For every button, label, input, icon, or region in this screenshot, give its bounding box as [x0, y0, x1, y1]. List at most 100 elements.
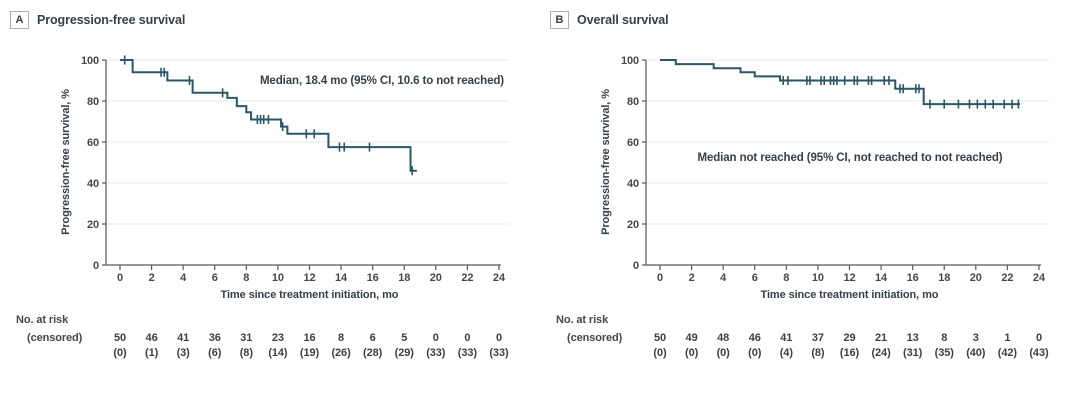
x-tick-label: 16 [907, 272, 919, 284]
median-annotation: Median not reached (95% CI, not reached … [697, 152, 1002, 164]
at-risk-value: 37 [812, 332, 824, 344]
censored-value: (6) [208, 347, 222, 359]
censored-value: (29) [395, 347, 415, 359]
y-tick-label: 60 [87, 137, 99, 149]
censored-table-label: (censored) [567, 332, 623, 344]
at-risk-value: 13 [907, 332, 919, 344]
x-tick-label: 8 [243, 272, 249, 284]
at-risk-value: 8 [338, 332, 344, 344]
censored-value: (14) [268, 347, 288, 359]
panel-overall-survival: B Overall survival 0 20 40 60 80 100 0 2 4 6 8 10 12… [540, 0, 1080, 400]
panel-a-header: A Progression-free survival [10, 11, 185, 29]
y-tick-label: 40 [627, 178, 639, 190]
risk-table-label: No. at risk [556, 314, 609, 326]
panel-b-header: B Overall survival [550, 11, 669, 29]
x-tick-label: 22 [1001, 272, 1013, 284]
at-risk-value: 6 [370, 332, 376, 344]
km-curve [660, 59, 1021, 106]
censored-value: (8) [811, 347, 825, 359]
y-tick-label: 20 [627, 219, 639, 231]
x-tick-label: 20 [970, 272, 982, 284]
km-curve [120, 59, 417, 172]
at-risk-value: 31 [240, 332, 252, 344]
at-risk-value: 0 [1036, 332, 1042, 344]
y-tick-label: 20 [87, 219, 99, 231]
censored-value: (24) [871, 347, 891, 359]
at-risk-value: 21 [875, 332, 887, 344]
at-risk-value: 49 [686, 332, 698, 344]
y-axis-title: Progression-free survival, % [60, 89, 72, 235]
x-tick-label: 16 [367, 272, 379, 284]
y-tick-label: 0 [633, 260, 639, 272]
censored-value: (0) [653, 347, 667, 359]
at-risk-value: 41 [780, 332, 792, 344]
x-tick-label: 12 [843, 272, 855, 284]
censored-value: (8) [240, 347, 254, 359]
at-risk-value: 0 [464, 332, 470, 344]
censored-value: (35) [935, 347, 955, 359]
censored-value: (26) [331, 347, 351, 359]
at-risk-value: 46 [146, 332, 158, 344]
censored-value: (33) [489, 347, 509, 359]
censored-value: (3) [177, 347, 191, 359]
censored-value: (0) [113, 347, 127, 359]
x-tick-label: 24 [493, 272, 506, 284]
at-risk-value: 16 [303, 332, 315, 344]
censored-value: (4) [780, 347, 794, 359]
x-tick-label: 6 [752, 272, 758, 284]
at-risk-value: 46 [749, 332, 761, 344]
at-risk-value: 8 [941, 332, 947, 344]
y-tick-label: 100 [81, 55, 99, 67]
censored-value: (19) [300, 347, 320, 359]
at-risk-value: 23 [272, 332, 284, 344]
censored-value: (40) [966, 347, 986, 359]
x-tick-label: 10 [812, 272, 824, 284]
censored-value: (1) [145, 347, 159, 359]
censored-value: (33) [458, 347, 478, 359]
at-risk-value: 36 [209, 332, 221, 344]
censored-value: (0) [748, 347, 762, 359]
censored-value: (0) [717, 347, 731, 359]
at-risk-value: 5 [401, 332, 407, 344]
at-risk-value: 0 [496, 332, 502, 344]
x-tick-label: 2 [149, 272, 155, 284]
y-tick-label: 80 [87, 96, 99, 108]
x-tick-label: 2 [689, 272, 695, 284]
y-tick-label: 40 [87, 178, 99, 190]
x-tick-label: 6 [212, 272, 218, 284]
y-axis-title: Progression-free survival, % [600, 89, 612, 235]
y-tick-label: 100 [621, 55, 639, 67]
at-risk-value: 50 [654, 332, 666, 344]
x-tick-label: 14 [335, 272, 348, 284]
censored-value: (16) [840, 347, 860, 359]
x-tick-label: 18 [398, 272, 410, 284]
x-tick-label: 22 [461, 272, 473, 284]
x-tick-label: 0 [657, 272, 663, 284]
panel-title: Progression-free survival [37, 13, 186, 27]
censored-table-label: (censored) [27, 332, 83, 344]
censored-value: (31) [903, 347, 923, 359]
x-axis-title: Time since treatment initiation, mo [761, 289, 939, 301]
censored-value: (0) [685, 347, 699, 359]
censored-value: (42) [998, 347, 1018, 359]
at-risk-value: 41 [177, 332, 189, 344]
censored-value: (33) [426, 347, 446, 359]
at-risk-value: 29 [843, 332, 855, 344]
median-annotation: Median, 18.4 mo (95% CI, 10.6 to not rea… [260, 75, 504, 87]
at-risk-value: 3 [973, 332, 979, 344]
x-tick-label: 18 [938, 272, 950, 284]
panel-letter-badge: A [10, 11, 29, 29]
y-tick-label: 0 [93, 260, 99, 272]
x-tick-label: 0 [117, 272, 123, 284]
x-tick-label: 4 [720, 272, 727, 284]
censored-value: (28) [363, 347, 383, 359]
at-risk-value: 0 [433, 332, 439, 344]
x-tick-label: 14 [875, 272, 888, 284]
censored-value: (43) [1029, 347, 1049, 359]
panel-letter-badge: B [550, 11, 569, 29]
x-tick-label: 12 [303, 272, 315, 284]
x-tick-label: 20 [430, 272, 442, 284]
